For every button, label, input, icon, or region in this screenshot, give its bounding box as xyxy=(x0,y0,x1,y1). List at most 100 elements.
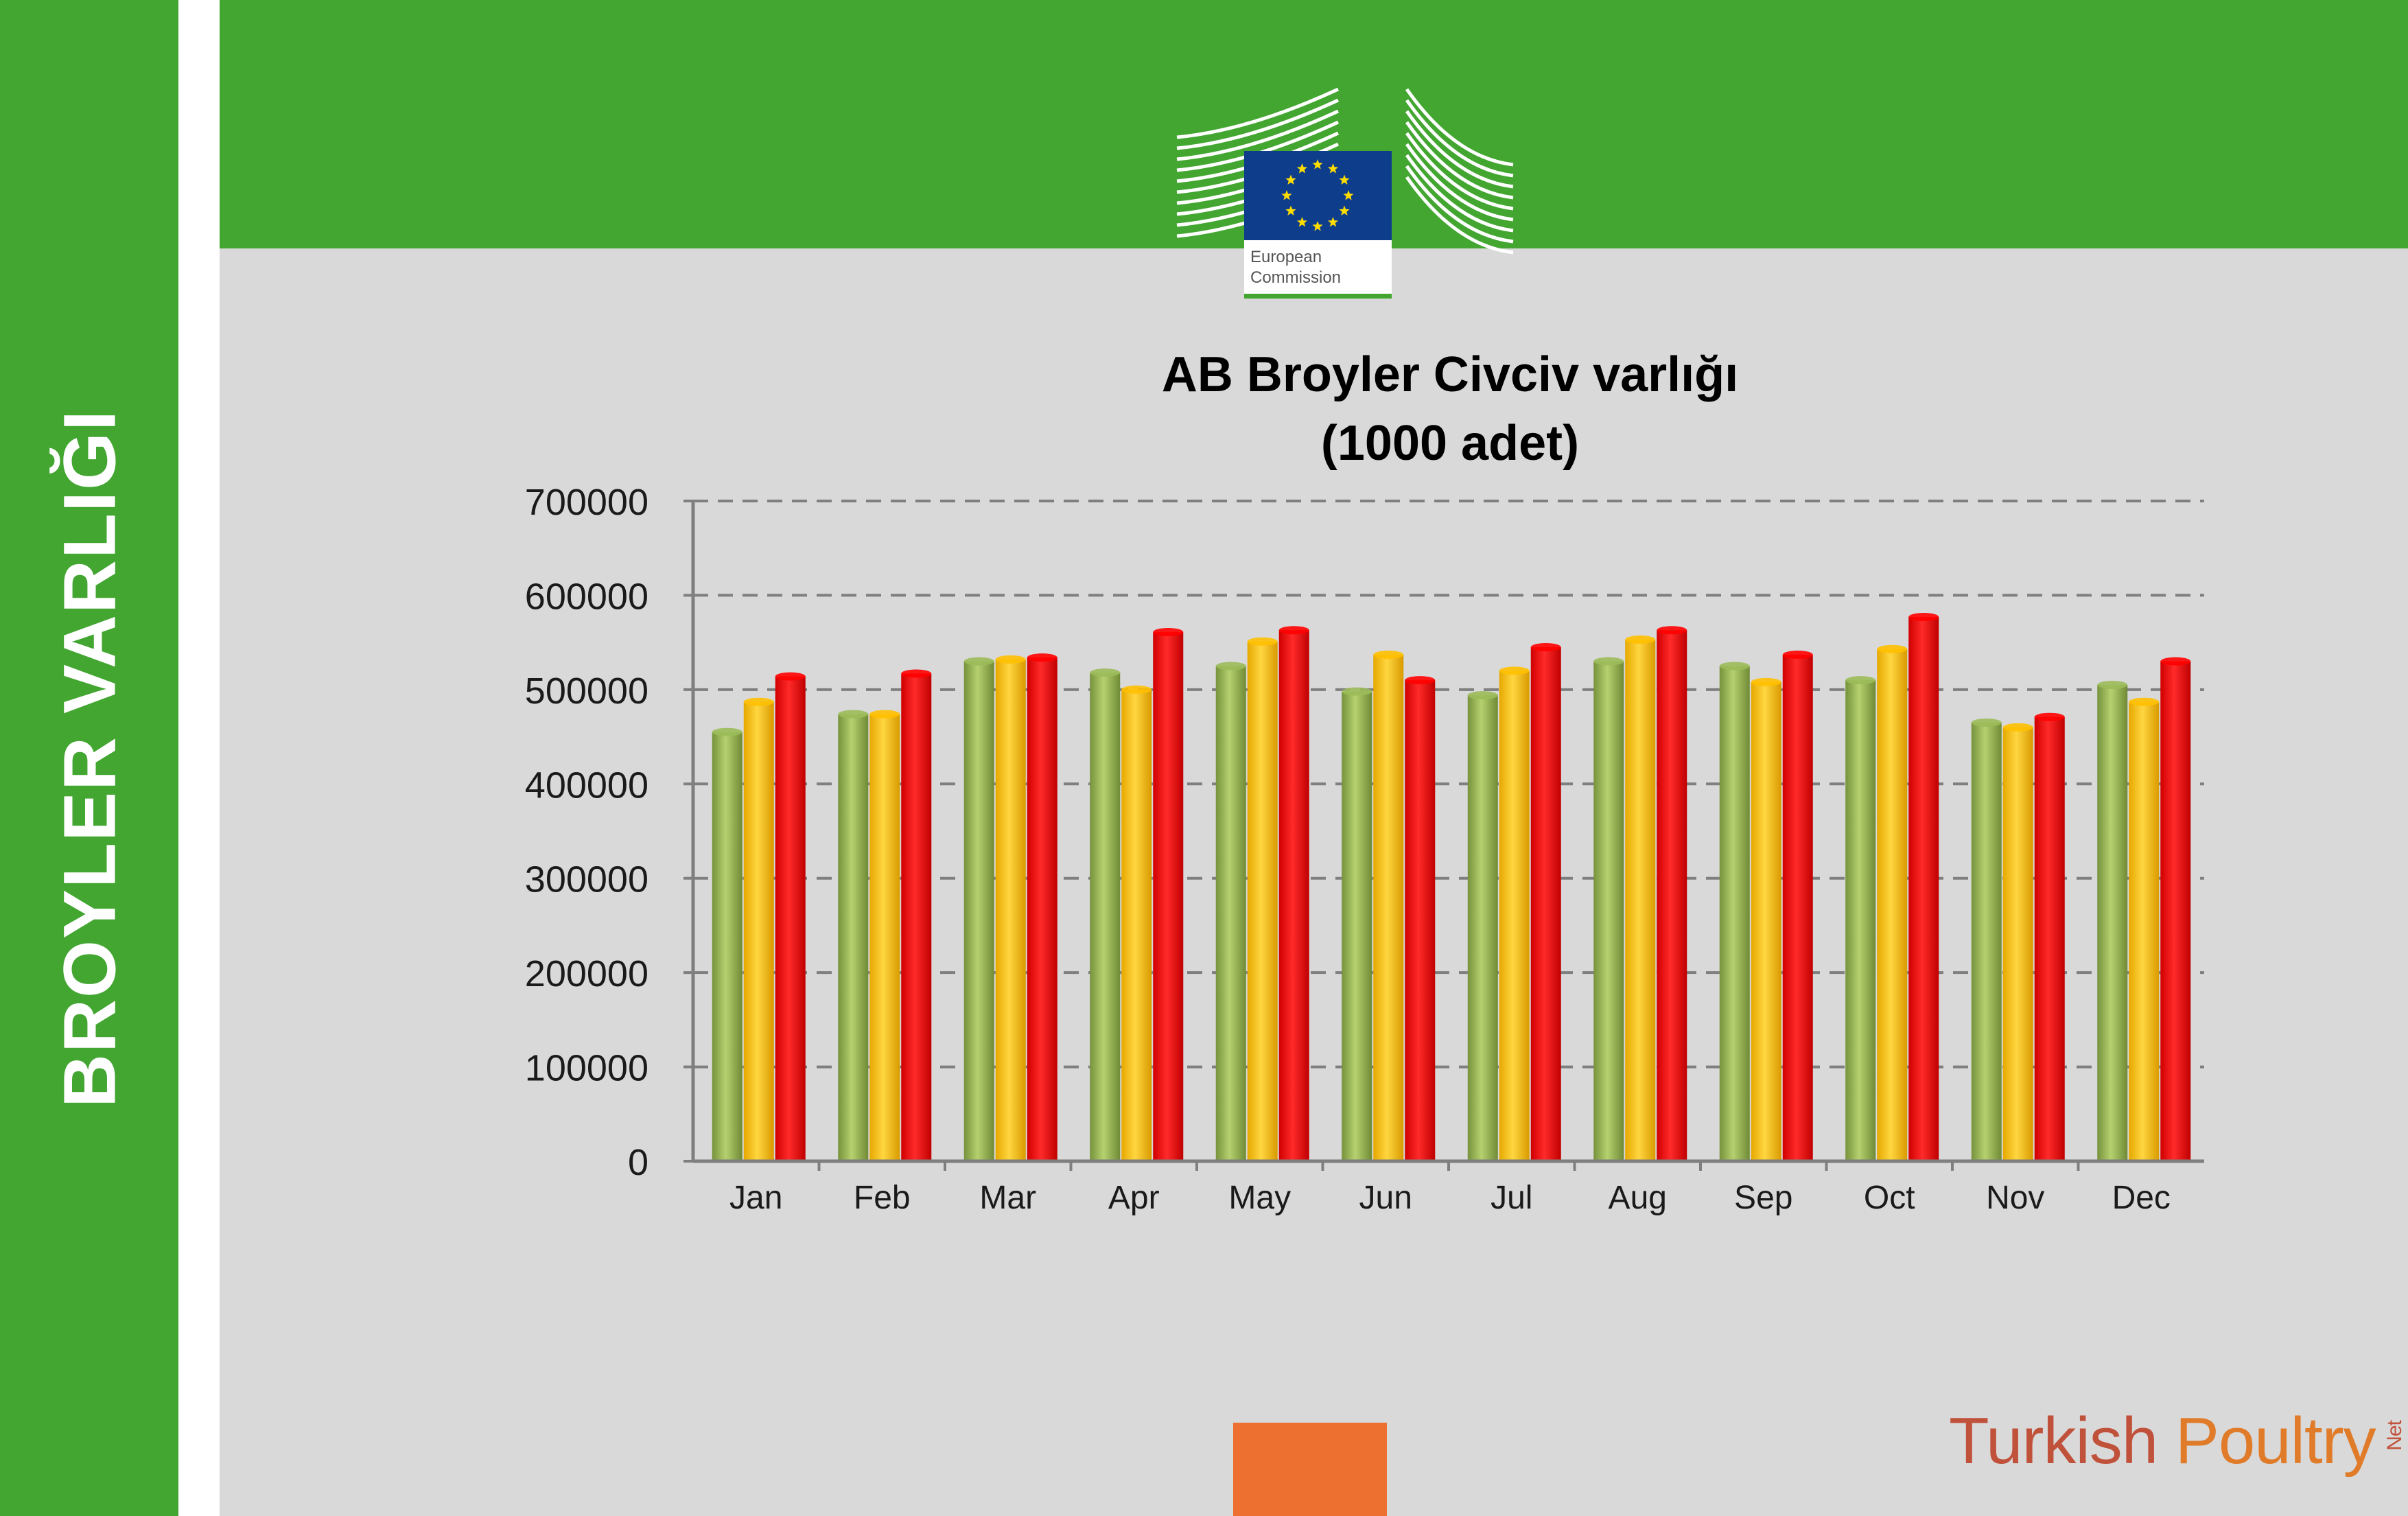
bar-green-mar xyxy=(963,661,994,1161)
bar-red-jul xyxy=(1530,647,1561,1161)
turkish-poultry-brand: Turkish Poultry Net xyxy=(1949,1403,2408,1486)
bar-red-mar xyxy=(1027,657,1057,1161)
bar-yellow-mar xyxy=(995,659,1026,1161)
bar-cap xyxy=(1877,644,1908,653)
bar-green-feb xyxy=(838,714,869,1161)
bar-cap xyxy=(2002,723,2033,732)
bar-red-oct xyxy=(1908,617,1939,1161)
bar-cap xyxy=(1782,651,1813,660)
x-tick-label: Apr xyxy=(1108,1180,1160,1216)
x-tick-label: Feb xyxy=(854,1180,911,1216)
bar-red-may xyxy=(1278,630,1309,1161)
bars xyxy=(712,613,2191,1161)
brand-suffix: Net xyxy=(2383,1421,2406,1451)
x-tick-labels: Jan Feb Mar Apr May Jun Jul Aug Sep Oct Nov Dec xyxy=(729,1180,2171,1216)
bar-cap xyxy=(1247,637,1278,646)
bar-cap xyxy=(995,655,1026,664)
bar-cap xyxy=(1530,643,1561,652)
bar-green-nov xyxy=(1971,722,2002,1161)
orange-block xyxy=(1233,1423,1387,1516)
bar-cap xyxy=(1467,691,1498,700)
chart-title-line1: AB Broyler Civciv varlığı xyxy=(1162,347,1738,402)
axes xyxy=(691,501,2204,1171)
bar-cap xyxy=(1405,676,1436,685)
bar-yellow-oct xyxy=(1877,649,1908,1161)
y-tick-label: 300000 xyxy=(525,859,648,900)
bar-yellow-jun xyxy=(1373,655,1404,1161)
bar-cap xyxy=(1625,635,1656,644)
bar-red-dec xyxy=(2160,661,2191,1161)
eu-star xyxy=(1327,163,1339,174)
chart-title-line2: (1000 adet) xyxy=(1321,416,1579,471)
y-tick-label: 100000 xyxy=(525,1048,648,1089)
bar-yellow-aug xyxy=(1625,640,1656,1161)
bar-red-sep xyxy=(1782,655,1813,1161)
bar-red-jun xyxy=(1405,680,1436,1161)
bar-cap xyxy=(1499,666,1530,675)
y-tick-label: 200000 xyxy=(525,953,648,994)
x-tick-label: Aug xyxy=(1609,1180,1667,1216)
sidebar-divider xyxy=(178,0,220,1516)
eu-star xyxy=(1285,205,1296,215)
x-tick-label: Dec xyxy=(2112,1180,2171,1216)
eu-star xyxy=(1312,221,1323,231)
bar-cap xyxy=(901,669,932,678)
bar-yellow-may xyxy=(1247,641,1278,1161)
eu-star xyxy=(1327,217,1339,227)
eu-stars xyxy=(1281,159,1354,231)
bar-cap xyxy=(838,710,869,719)
bar-cap xyxy=(1971,718,2002,727)
bar-cap xyxy=(1121,685,1152,694)
eu-star xyxy=(1312,159,1323,170)
bar-cap xyxy=(743,697,774,706)
y-tick-label: 600000 xyxy=(525,576,648,617)
grid-lines xyxy=(683,500,2204,1163)
bar-yellow-sep xyxy=(1751,681,1781,1161)
bar-cap xyxy=(869,710,900,719)
y-tick-labels: 0 100000 200000 300000 400000 500000 600000 700… xyxy=(525,482,648,1183)
bar-red-nov xyxy=(2034,716,2065,1161)
bar-cap xyxy=(1153,628,1184,637)
eu-star xyxy=(1339,174,1350,185)
bar-cap xyxy=(1278,626,1309,635)
bar-cap xyxy=(2129,697,2160,706)
bar-cap xyxy=(712,727,743,736)
x-tick-label: Mar xyxy=(979,1180,1036,1216)
bar-cap xyxy=(1751,677,1781,686)
eu-star xyxy=(1339,205,1350,215)
bar-red-feb xyxy=(901,673,932,1161)
bar-yellow-apr xyxy=(1121,689,1152,1161)
bar-cap xyxy=(1845,676,1876,685)
bar-cap xyxy=(2097,680,2128,689)
brand-part1: Turkish xyxy=(1949,1404,2175,1478)
y-tick-label: 400000 xyxy=(525,765,648,806)
bar-green-jan xyxy=(712,732,743,1161)
bar-cap xyxy=(1090,668,1121,677)
sidebar xyxy=(0,0,178,1516)
eu-star xyxy=(1281,190,1292,200)
bar-green-sep xyxy=(1719,666,1750,1161)
bar-red-aug xyxy=(1657,630,1687,1161)
eu-star xyxy=(1285,174,1296,185)
y-tick-label: 700000 xyxy=(525,482,648,523)
bar-cap xyxy=(1373,651,1404,660)
y-tick-label: 0 xyxy=(628,1142,648,1183)
bar-cap xyxy=(1027,653,1057,662)
eu-star xyxy=(1343,190,1354,200)
bar-green-jul xyxy=(1467,695,1498,1161)
eu-star xyxy=(1296,217,1308,227)
bar-cap xyxy=(2160,657,2191,666)
y-tick-label: 500000 xyxy=(525,670,648,712)
bar-green-aug xyxy=(1593,661,1624,1161)
x-tick-label: Jan xyxy=(729,1180,782,1216)
bar-green-may xyxy=(1215,666,1246,1161)
bar-cap xyxy=(1908,613,1939,622)
x-tick-label: Jun xyxy=(1359,1180,1412,1216)
logo-text-line1: European xyxy=(1250,248,1322,266)
bar-yellow-jan xyxy=(743,701,774,1161)
x-tick-label: Oct xyxy=(1864,1180,1915,1216)
logo-underline xyxy=(1244,294,1392,299)
bar-cap xyxy=(775,672,806,681)
bar-yellow-nov xyxy=(2002,727,2033,1161)
